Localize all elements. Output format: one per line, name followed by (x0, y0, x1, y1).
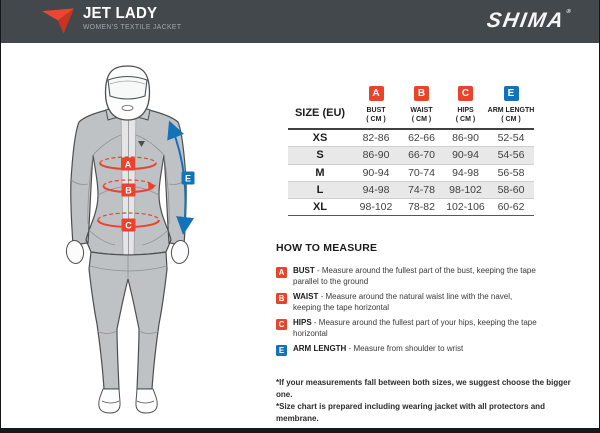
badge-c: C (458, 86, 473, 101)
size-table-header: SIZE (EU) A BUST ( CM ) B WAIST ( CM ) C… (288, 76, 534, 130)
brand-wordmark: SHIMA (484, 9, 567, 32)
bottom-bar (1, 428, 599, 433)
gloves-illustration (65, 240, 190, 264)
svg-text:C: C (125, 221, 132, 231)
header-bar: JET LADY WOMEN'S TEXTILE JACKET SHIMA® (1, 0, 599, 43)
table-row-l: L 94-98 74-78 98-102 58-60 (288, 181, 534, 200)
footnote-between-sizes: *If your measurements fall between both … (276, 377, 571, 399)
badge-b: B (414, 86, 429, 101)
hips-column-header: C HIPS ( CM ) (455, 86, 476, 123)
svg-text:B: B (125, 186, 132, 196)
badge-a-small: A (276, 266, 287, 278)
waist-column-header: B WAIST ( CM ) (410, 86, 433, 123)
shima-emblem-icon (42, 8, 74, 34)
marker-label-c: C (121, 218, 136, 232)
how-to-measure-heading: HOW TO MEASURE (276, 242, 378, 255)
product-subtitle: WOMEN'S TEXTILE JACKET (83, 24, 182, 31)
table-row-xl: XL 98-102 78-82 102-106 60-62 (288, 199, 534, 217)
size-table-body: XS 82-86 62-66 86-90 52-54 S 86-90 66-70… (288, 130, 534, 217)
registered-mark: ® (565, 9, 572, 15)
chest-logo-icon (138, 141, 145, 147)
right-column: SIZE (EU) A BUST ( CM ) B WAIST ( CM ) C… (276, 76, 588, 425)
measure-item-hips: C HIPS - Measure around the fullest part… (276, 318, 588, 339)
size-table: SIZE (EU) A BUST ( CM ) B WAIST ( CM ) C… (288, 76, 534, 217)
badge-e-small: E (276, 344, 287, 356)
marker-label-b: B (121, 183, 136, 197)
footnotes: *If your measurements fall between both … (276, 377, 588, 425)
svg-text:A: A (125, 160, 132, 170)
marker-label-a: A (121, 157, 135, 171)
size-column-header: SIZE (EU) (288, 76, 352, 128)
badge-a: A (368, 86, 384, 101)
pants-illustration (88, 251, 168, 390)
svg-text:E: E (185, 174, 191, 184)
badge-e: E (503, 86, 519, 101)
arm-length-column-header: E ARM LENGTH ( CM ) (487, 86, 535, 123)
bust-column-header: A BUST ( CM ) (366, 86, 386, 123)
measure-item-arm-length: E ARM LENGTH - Measure from shoulder to … (276, 344, 588, 356)
footnote-protectors: *Size chart is prepared including wearin… (276, 401, 545, 423)
measure-item-bust: A BUST - Measure around the fullest part… (276, 266, 588, 287)
table-row-s: S 86-90 66-70 90-94 54-56 (288, 147, 534, 165)
title-block: JET LADY WOMEN'S TEXTILE JACKET (83, 5, 184, 31)
measure-item-waist: B WAIST - Measure around the natural wai… (276, 292, 588, 313)
size-eu-label: SIZE (EU) (294, 107, 346, 119)
shoes-illustration (98, 388, 158, 414)
badge-b-small: B (276, 292, 287, 304)
badge-c-small: C (276, 318, 287, 330)
table-row-xs: XS 82-86 62-66 86-90 52-54 (288, 130, 534, 148)
marker-label-e: E (181, 171, 195, 185)
table-row-m: M 90-94 70-74 94-98 56-58 (288, 165, 534, 182)
helmet-illustration (104, 65, 151, 121)
measurement-figure: A B C E (65, 65, 195, 414)
brand-logo: SHIMA® (485, 9, 571, 33)
product-title: JET LADY (83, 5, 158, 22)
